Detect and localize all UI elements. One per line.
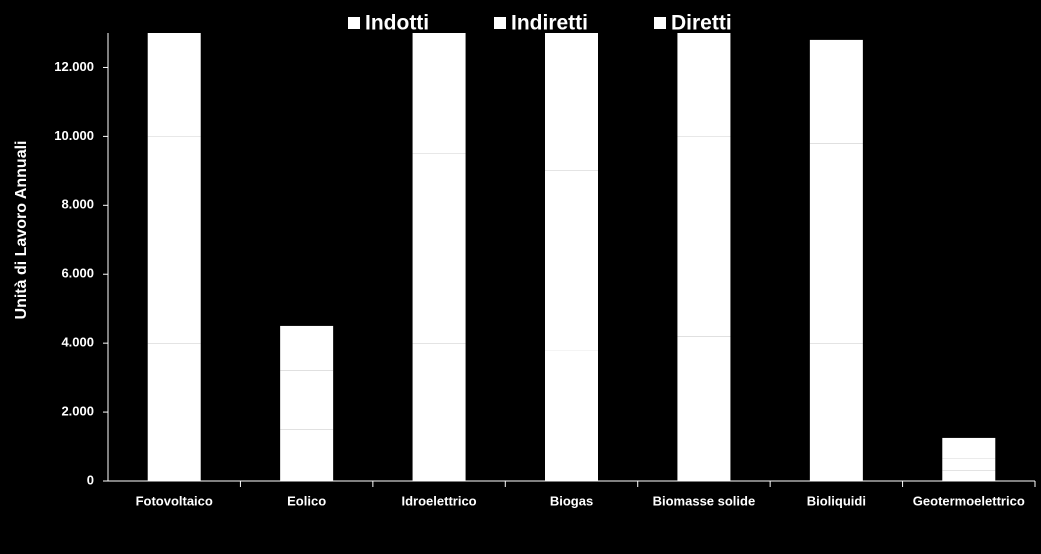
x-tick-label: Idroelettrico [402,493,477,508]
legend-label: Indotti [365,12,429,35]
plot-area: 4.500 1.300 4.500 4.800 4.600 3.000 600 [147,33,996,481]
bar-segment [412,33,466,154]
y-tick-label: 8.000 [61,197,94,212]
bar-segment [809,143,863,344]
y-tick-label: 6.000 [61,266,94,281]
bar-segment [677,136,731,337]
x-tick-label: Biomasse solide [653,493,756,508]
legend-swatch [348,17,360,29]
y-tick-label: 10.000 [54,128,94,143]
bar-segment [147,33,201,137]
bar-segment [412,343,466,481]
bar-segment [412,153,466,344]
y-tick-label: 2.000 [61,404,94,419]
bar-segment [809,343,863,481]
bar-segment [147,343,201,481]
bar-segment [280,429,334,481]
bar-segment [280,370,334,430]
bar-segment [942,470,996,481]
value-label: 4.500 [150,48,198,69]
value-label: 4.500 [415,65,463,86]
bar-segment [677,33,731,137]
x-tick-label: Biogas [550,493,593,508]
bar-segment [545,170,598,351]
bar-segment [942,437,996,459]
legend-label: Indiretti [511,12,588,35]
x-tick-label: Fotovoltaico [136,493,213,508]
legend-swatch [494,17,506,29]
value-label: 3.000 [813,81,861,102]
value-label: 4.800 [548,77,596,98]
y-tick-label: 12.000 [54,59,94,74]
bar-segment [280,325,334,371]
legend-label: Diretti [671,12,732,35]
bar-segment [677,336,731,481]
legend-swatch [654,17,666,29]
bar-segment [942,458,996,471]
x-tick-label: Geotermoelettrico [913,493,1025,508]
y-tick-label: 4.000 [61,335,94,350]
bar-segment [545,33,598,171]
value-label: 600 [953,437,985,458]
y-axis-title: Unità di Lavoro Annuali [13,141,30,320]
bar-segment [147,136,201,344]
x-tick-label: Bioliquidi [807,493,866,508]
x-tick-label: Eolico [287,493,326,508]
bar-segment [545,350,598,481]
value-label: 1.300 [283,337,331,358]
value-label: 4.600 [680,46,728,67]
bar-segment [809,39,863,144]
y-tick-label: 0 [87,472,94,487]
